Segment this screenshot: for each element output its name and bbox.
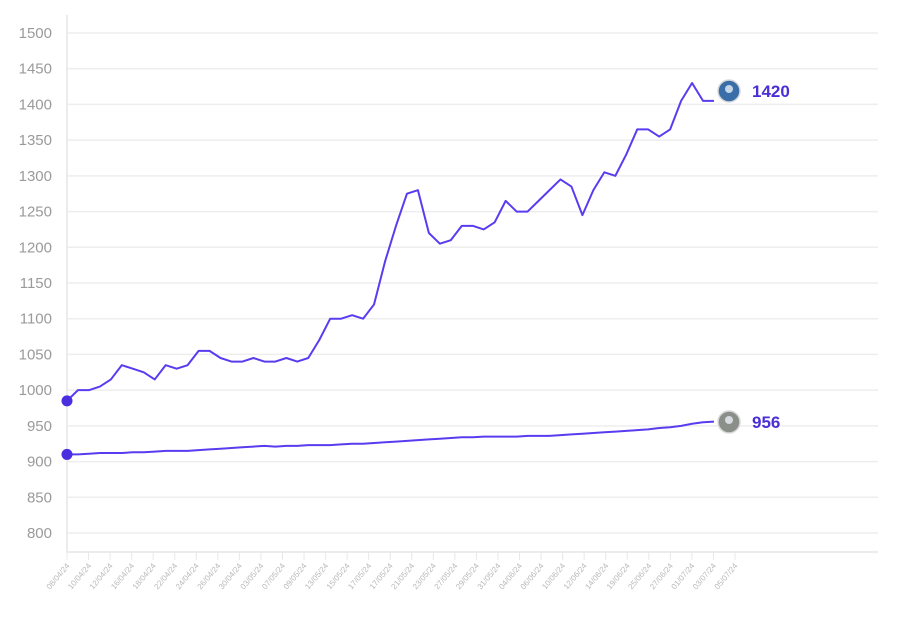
series-end-label: 956: [752, 413, 780, 432]
series-end-label: 1420: [752, 82, 790, 101]
y-tick-label: 1400: [19, 96, 52, 113]
series-group: 1420 956: [61, 79, 790, 460]
y-axis-ticks: 800 850 900 950 1000 1050 1100 1150 1200 1250 1300…: [19, 25, 52, 542]
y-tick-label: 1450: [19, 61, 52, 78]
y-tick-label: 1100: [20, 311, 52, 328]
y-tick-label: 850: [27, 489, 52, 506]
series-start-point[interactable]: [61, 448, 73, 460]
avatar-face: [725, 416, 733, 424]
y-tick-label: 1000: [19, 382, 52, 399]
y-tick-label: 1350: [19, 132, 52, 149]
y-tick-label: 950: [27, 418, 52, 435]
y-tick-label: 1050: [19, 346, 52, 363]
y-tick-label: 900: [27, 454, 52, 471]
gridlines: [67, 32, 878, 534]
y-tick-label: 1150: [20, 275, 52, 292]
y-tick-label: 1500: [19, 25, 52, 42]
x-tick-label: 05/07/24: [713, 561, 740, 591]
series-line: [67, 420, 715, 456]
avatar-face: [725, 85, 733, 93]
y-tick-label: 1200: [19, 239, 52, 256]
series-line: [66, 82, 714, 402]
y-tick-label: 1250: [19, 204, 52, 221]
x-axis-ticks: 08/04/2410/04/2412/04/2416/04/2418/04/24…: [45, 552, 740, 591]
y-tick-label: 800: [27, 525, 52, 542]
y-tick-label: 1300: [19, 168, 52, 185]
series-start-point[interactable]: [61, 395, 73, 407]
